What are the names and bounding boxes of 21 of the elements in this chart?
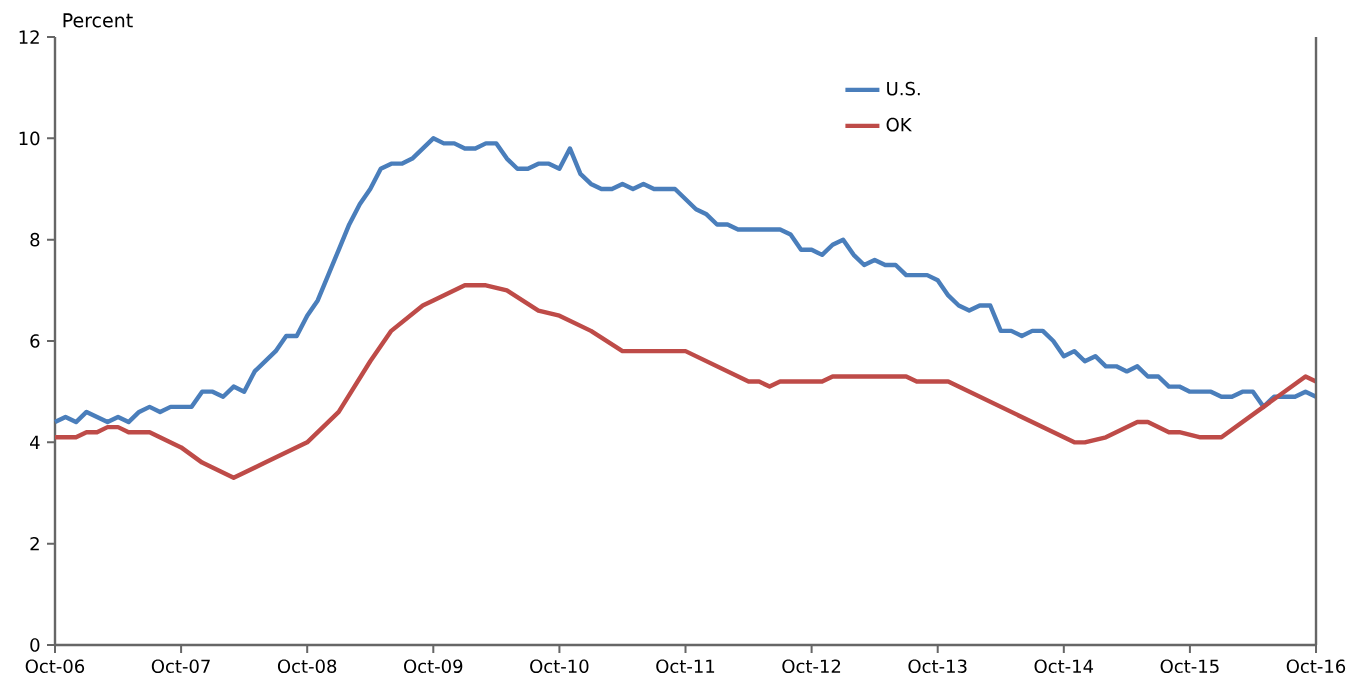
x-tick-label: Oct-14 (1034, 659, 1094, 674)
x-tick-label: Oct-06 (25, 659, 85, 674)
x-tick-label: Oct-08 (277, 659, 337, 674)
x-tick-label: Oct-10 (530, 659, 589, 674)
y-tick-label: 2 (30, 536, 39, 551)
x-tick-label: Oct-09 (404, 659, 463, 674)
y-tick-label: 10 (19, 131, 40, 146)
legend-label: OK (886, 117, 912, 132)
y-axis-title: Percent (63, 13, 133, 28)
y-tick-label: 4 (30, 435, 40, 449)
x-tick-label: Oct-11 (656, 659, 715, 674)
x-tick-label: Oct-16 (1286, 659, 1346, 674)
y-tick-label: 8 (30, 232, 40, 247)
x-tick-label: Oct-12 (782, 659, 841, 674)
legend-label: U.S. (887, 81, 920, 96)
x-tick-label: Oct-13 (908, 659, 967, 674)
y-tick-label: 12 (19, 30, 39, 44)
y-tick-label: 6 (30, 334, 40, 348)
y-tick-label: 0 (30, 638, 40, 652)
x-tick-label: Oct-15 (1160, 659, 1219, 674)
x-tick-label: Oct-07 (151, 659, 210, 674)
